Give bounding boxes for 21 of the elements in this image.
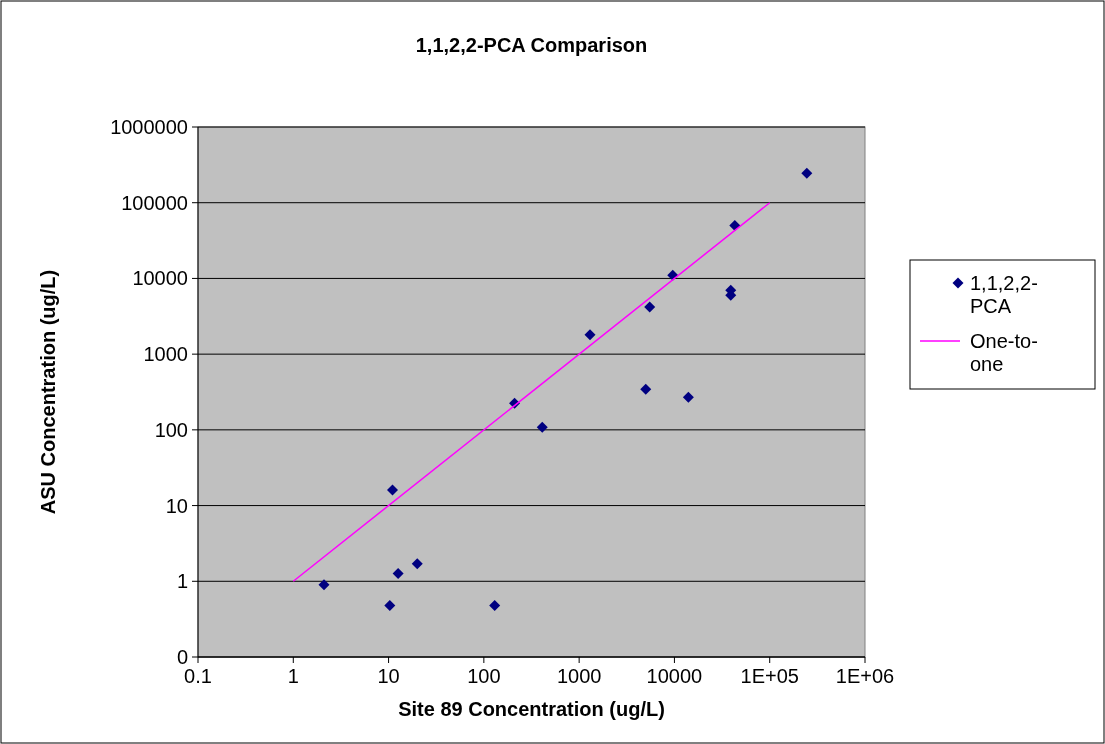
x-tick-label: 1 — [287, 665, 299, 687]
y-axis-title: ASU Concentration (ug/L) — [37, 269, 59, 515]
y-tick-label: 0 — [176, 646, 188, 668]
y-tick-label: 100000 — [121, 191, 188, 214]
y-tick-label: 1000000 — [110, 116, 188, 138]
x-tick-label: 100 — [467, 665, 501, 687]
x-tick-label: 1000 — [556, 665, 602, 687]
y-tick-label: 1000 — [143, 343, 188, 366]
x-tick-label: 10000 — [646, 665, 703, 687]
y-tick-label: 1 — [176, 570, 188, 593]
legend-label: 1,1,2,2-PCA — [970, 272, 1038, 317]
x-tick-label: 1E+06 — [835, 665, 895, 687]
x-tick-label: 1E+05 — [740, 665, 799, 687]
x-axis-title: Site 89 Concentration (ug/L) — [398, 698, 665, 720]
y-tick-label: 10000 — [132, 267, 188, 290]
legend-label: One-to-one — [970, 330, 1038, 375]
y-tick-label: 100 — [154, 418, 188, 441]
y-tick-label: 10 — [165, 494, 188, 517]
chart-title: 1,1,2,2-PCA Comparison — [415, 34, 648, 56]
x-tick-label: 0.1 — [184, 665, 212, 687]
x-tick-label: 10 — [377, 665, 400, 687]
